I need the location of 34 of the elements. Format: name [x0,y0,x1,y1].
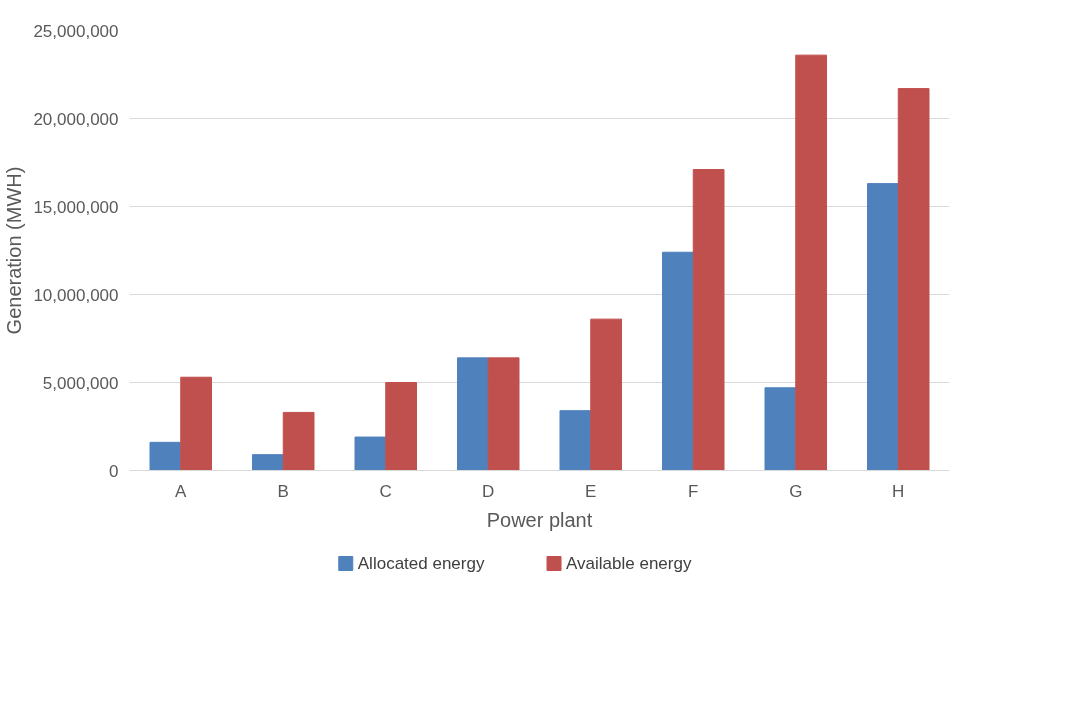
y-tick-label: 25,000,000 [33,21,119,41]
y-tick-label: 0 [109,461,119,481]
bar [897,88,930,471]
x-axis-title: Power plant [486,508,593,531]
bar [590,318,622,471]
bar [764,387,797,471]
x-tick-label: D [482,481,495,501]
y-tick-label: 5,000,000 [42,373,119,393]
bar [457,357,489,471]
bar [252,454,284,471]
y-tick-label: 20,000,000 [33,109,119,129]
y-axis-title: Generation (MWH) [3,166,26,335]
bar [385,382,417,471]
bar [487,357,520,471]
x-tick-label: C [379,481,392,501]
y-tick-label: 10,000,000 [33,285,119,305]
x-tick-label: F [688,481,699,501]
y-tick-label: 15,000,000 [33,197,119,217]
legend-label: Available energy [566,554,692,573]
bar [180,376,212,471]
bar [149,441,182,471]
bar [795,54,827,471]
legend-label: Allocated energy [357,554,485,573]
bar [692,169,725,471]
x-tick-label: H [892,481,905,501]
x-tick-label: B [277,481,289,501]
x-tick-label: E [585,481,597,501]
bar [282,411,315,471]
x-tick-label: A [175,481,188,501]
bar [354,436,387,471]
bar [867,183,899,471]
x-tick-label: G [789,481,803,501]
bar [559,410,592,471]
bar [662,251,694,471]
